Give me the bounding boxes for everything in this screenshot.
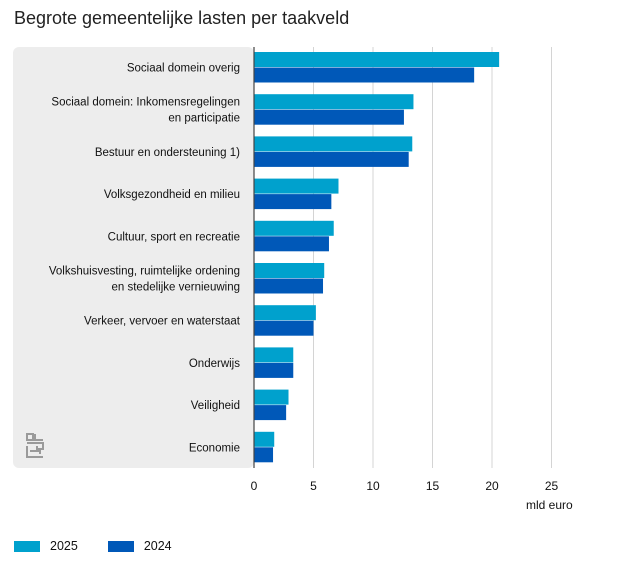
bar-2025-1 — [254, 52, 500, 67]
bar-2024-1 — [254, 67, 475, 83]
category-label-4: Volksgezondheid en milieu — [104, 189, 240, 201]
bar-2025-4 — [254, 178, 339, 194]
category-label-5: Cultuur, sport en recreatie — [108, 231, 240, 243]
category-label-9: Veiligheid — [191, 400, 240, 412]
category-label-2-line-2: en participatie — [168, 113, 240, 125]
bar-2025-7 — [254, 305, 316, 321]
x-tick-label-20: 20 — [485, 479, 499, 493]
category-label-10: Economie — [189, 442, 240, 454]
x-tick-label-25: 25 — [545, 479, 559, 493]
category-label-2-line-1: Sociaal domein: Inkomensregelingen — [51, 97, 240, 109]
bars — [254, 52, 500, 463]
bar-2024-6 — [254, 278, 324, 294]
bar-2024-9 — [254, 405, 287, 421]
legend-label-2024: 2024 — [143, 539, 172, 553]
bar-2024-3 — [254, 151, 409, 167]
x-tick-label-0: 0 — [251, 479, 258, 493]
bar-2024-4 — [254, 194, 332, 210]
x-tick-label-5: 5 — [310, 479, 317, 493]
legend-item-2024: 2024 — [107, 539, 172, 553]
bar-2025-5 — [254, 220, 334, 236]
bar-2025-10 — [254, 431, 275, 447]
bar-2025-9 — [254, 389, 289, 405]
category-label-7: Verkeer, vervoer en waterstaat — [84, 316, 241, 328]
x-axis-unit-label: mld euro — [526, 498, 573, 512]
category-label-6-line-2: en stedelijke vernieuwing — [112, 282, 241, 294]
bar-2024-2 — [254, 109, 404, 125]
bar-2024-10 — [254, 447, 274, 463]
bar-2025-6 — [254, 263, 325, 278]
x-tick-label-10: 10 — [366, 479, 380, 493]
category-labels: Sociaal domein overig Sociaal domein: Ink… — [49, 63, 241, 455]
x-tick-label-15: 15 — [426, 479, 440, 493]
bar-2025-3 — [254, 136, 413, 152]
bar-2024-8 — [254, 362, 294, 378]
legend: 2025 2024 — [14, 539, 172, 553]
cbs-logo-icon — [26, 433, 44, 458]
category-label-1: Sociaal domein overig — [127, 63, 240, 75]
bar-2025-8 — [254, 347, 294, 363]
bar-2024-5 — [254, 236, 329, 252]
bar-chart: Sociaal domein overig Sociaal domein: Ink… — [13, 47, 573, 512]
category-label-6-line-1: Volkshuisvesting, ruimtelijke ordening — [49, 266, 240, 278]
label-panel — [13, 47, 254, 468]
category-label-8: Onderwijs — [189, 358, 240, 370]
chart-title: Begrote gemeentelijke lasten per taakvel… — [14, 8, 350, 28]
x-tick-labels: 0 5 10 15 20 25 — [251, 479, 559, 493]
legend-swatch-2025 — [14, 540, 40, 552]
legend-item-2025: 2025 — [14, 539, 78, 553]
legend-swatch-2024 — [107, 540, 134, 552]
category-label-3: Bestuur en ondersteuning 1) — [95, 147, 240, 159]
legend-label-2025: 2025 — [50, 539, 78, 553]
bar-2025-2 — [254, 94, 414, 110]
bar-2024-7 — [254, 320, 314, 336]
